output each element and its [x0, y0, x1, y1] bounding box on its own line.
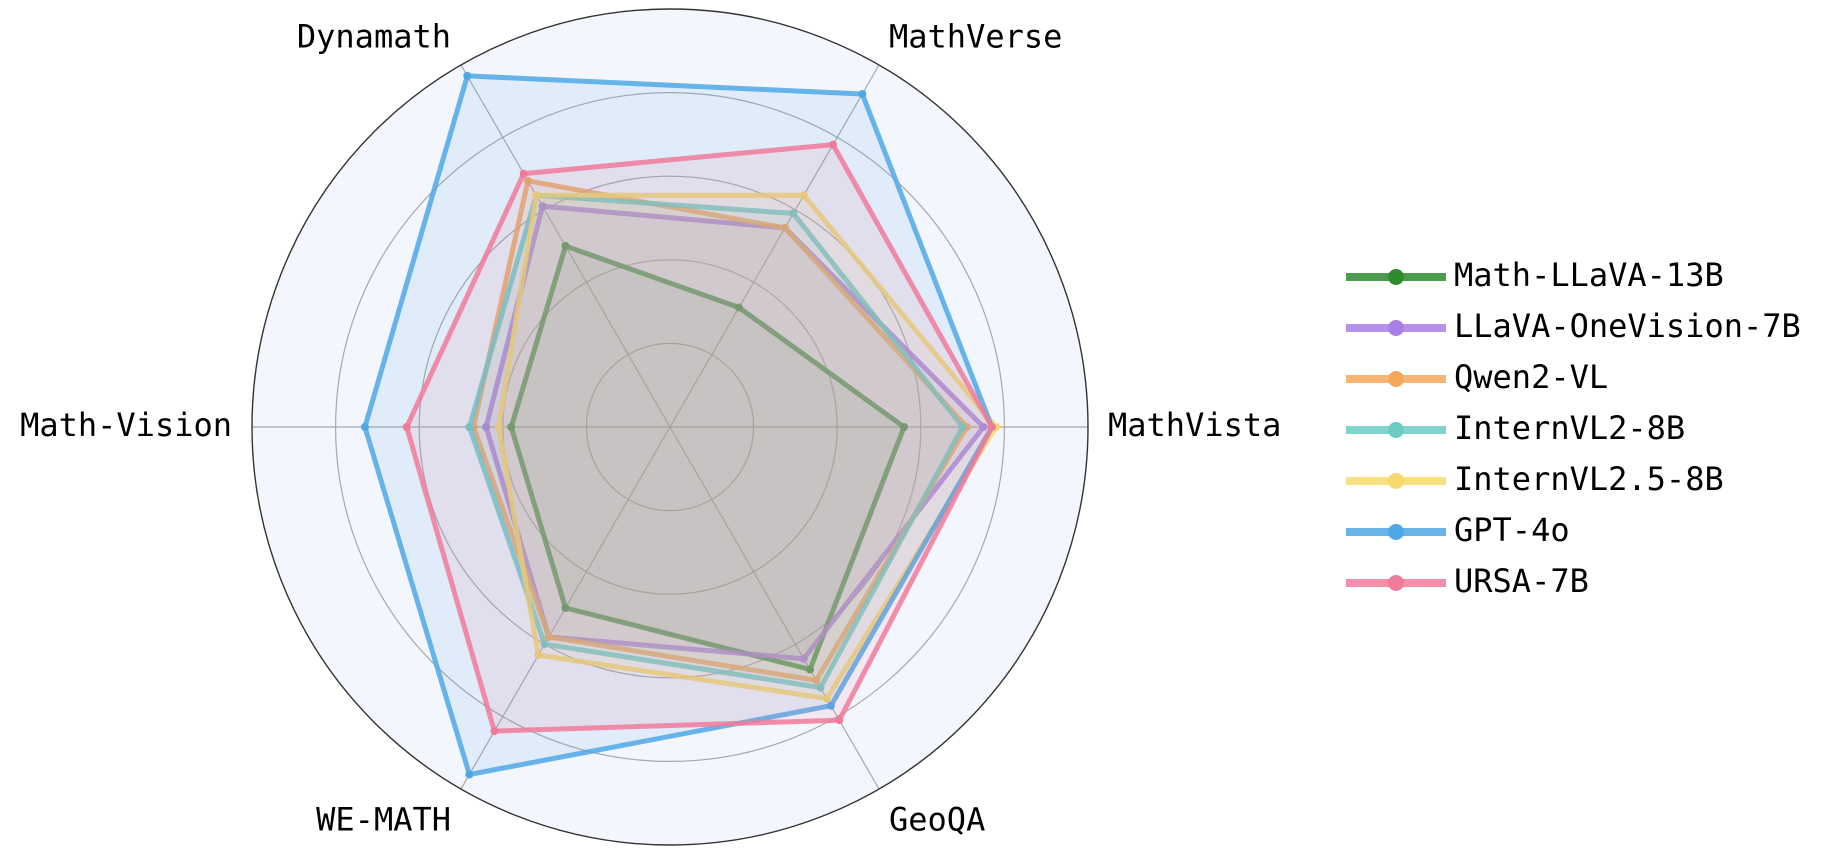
legend-marker: [1388, 269, 1404, 285]
series-0: [507, 242, 909, 674]
legend-item: InternVL2-8B: [1346, 409, 1685, 447]
series-6: [402, 140, 996, 736]
radar-grid: [252, 64, 1088, 790]
series-area: [406, 144, 992, 732]
series-point: [544, 632, 553, 641]
series-point: [799, 191, 808, 200]
series-point: [494, 423, 503, 431]
series-point: [987, 423, 996, 431]
series-point: [540, 640, 549, 649]
radar-series: [251, 8, 1089, 846]
legend-marker: [1388, 575, 1404, 591]
series-point: [806, 665, 815, 674]
legend-item: Qwen2-VL: [1346, 358, 1608, 396]
series-point: [561, 242, 570, 251]
legend-label: GPT-4o: [1454, 511, 1570, 549]
series-point: [900, 423, 909, 431]
legend-label: Qwen2-VL: [1454, 358, 1608, 396]
legend-item: GPT-4o: [1346, 511, 1570, 549]
series-point: [812, 676, 821, 685]
legend-label: InternVL2-8B: [1454, 409, 1685, 447]
series-point: [532, 191, 541, 200]
series-area: [469, 195, 963, 688]
spoke-1: [669, 64, 880, 428]
series-point: [402, 423, 411, 431]
series-point: [816, 683, 825, 692]
series-point: [561, 603, 570, 612]
series-point: [534, 651, 543, 660]
series-point: [465, 770, 474, 779]
series-area: [498, 195, 996, 699]
plot-frame: [251, 8, 1089, 846]
legend-item: URSA-7B: [1346, 562, 1589, 600]
series-point: [799, 654, 808, 663]
series-point: [360, 423, 369, 431]
series-point: [465, 423, 474, 431]
series-3: [465, 191, 967, 692]
legend-item: LLaVA-OneVision-7B: [1346, 307, 1801, 345]
series-4: [494, 191, 1001, 703]
series-point: [958, 423, 967, 431]
legend-item: InternVL2.5-8B: [1346, 460, 1724, 498]
series-point: [826, 701, 835, 710]
axis-label: MathVista: [1108, 406, 1281, 444]
axis-label: Math-Vision: [20, 406, 232, 444]
series-area: [486, 206, 984, 659]
series-point: [829, 140, 838, 149]
legend-label: InternVL2.5-8B: [1454, 460, 1724, 498]
axis-label: Dynamath: [297, 18, 451, 56]
series-point: [858, 89, 867, 98]
series-point: [519, 169, 528, 178]
series-area: [473, 180, 967, 681]
series-point: [490, 727, 499, 736]
legend-marker: [1388, 320, 1404, 336]
legend-label: Math-LLaVA-13B: [1454, 256, 1724, 294]
series-point: [523, 176, 532, 185]
legend-marker: [1388, 473, 1404, 489]
legend-marker: [1388, 422, 1404, 438]
axis-labels: MathVista MathVerse Dynamath Math-Vision WE-…: [20, 18, 1281, 839]
legend-marker: [1388, 524, 1404, 540]
series-point: [734, 303, 743, 312]
legend-label: URSA-7B: [1454, 562, 1589, 600]
series-5: [360, 71, 996, 779]
series-point: [789, 209, 798, 218]
series-point: [507, 423, 516, 431]
legend-marker: [1388, 371, 1404, 387]
series-point: [538, 202, 547, 211]
axis-label: GeoQA: [889, 800, 985, 838]
axis-label: MathVerse: [889, 18, 1062, 56]
series-area: [364, 75, 992, 775]
series-area: [511, 246, 905, 670]
legend-label: LLaVA-OneVision-7B: [1454, 307, 1801, 345]
series-point: [482, 423, 491, 431]
series-point: [463, 71, 472, 80]
series-point: [979, 423, 988, 431]
legend: Math-LLaVA-13B LLaVA-OneVision-7B Qwen2-VL…: [1346, 256, 1801, 600]
series-point: [780, 223, 789, 232]
axis-label: WE-MATH: [316, 800, 451, 838]
legend-item: Math-LLaVA-13B: [1346, 256, 1724, 294]
series-point: [835, 716, 844, 725]
series-point: [822, 694, 831, 703]
spoke-5: [669, 426, 880, 790]
